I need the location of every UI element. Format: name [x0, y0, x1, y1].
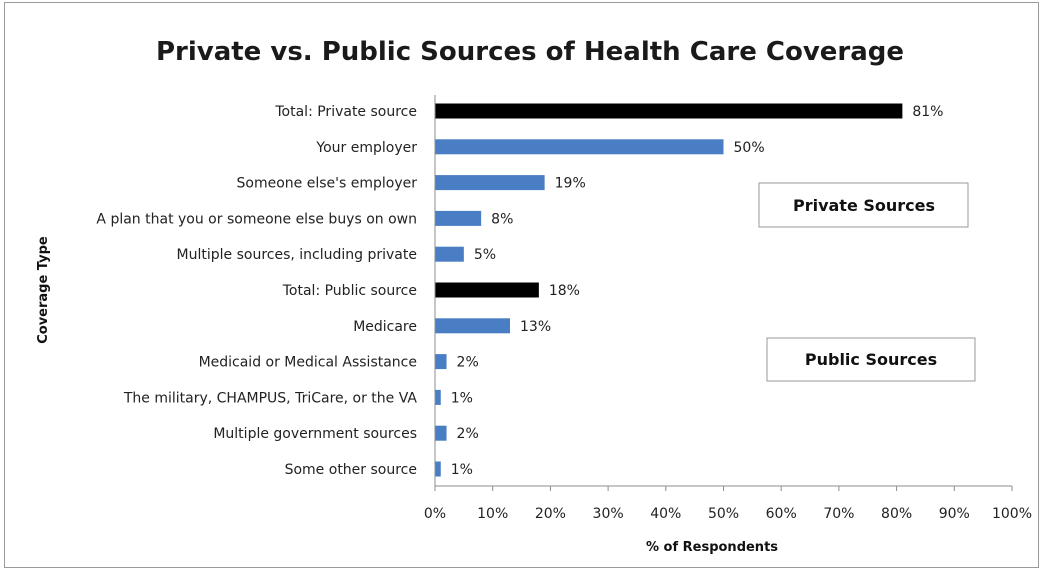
x-tick-label: 80% — [881, 506, 912, 522]
bar — [435, 283, 539, 298]
category-label: Someone else's employer — [237, 176, 418, 192]
data-label: 18% — [549, 283, 580, 299]
data-label: 81% — [912, 104, 943, 120]
x-tick-label: 100% — [992, 506, 1032, 522]
data-label: 13% — [520, 319, 551, 335]
bar — [435, 104, 902, 119]
bar — [435, 318, 510, 333]
category-label: The military, CHAMPUS, TriCare, or the V… — [123, 390, 418, 406]
x-tick-label: 10% — [477, 506, 508, 522]
category-label: Some other source — [285, 462, 417, 478]
bar — [435, 426, 447, 441]
x-tick-label: 0% — [424, 506, 446, 522]
x-tick-label: 70% — [823, 506, 854, 522]
x-tick-label: 20% — [535, 506, 566, 522]
data-label: 50% — [734, 140, 765, 156]
data-label: 2% — [457, 426, 479, 442]
bars — [435, 104, 902, 477]
x-axis-title: % of Respondents — [646, 540, 778, 555]
bar — [435, 247, 464, 262]
category-labels: Total: Private source Your employer Someon… — [96, 104, 417, 478]
bar — [435, 139, 724, 154]
category-label: Medicare — [353, 319, 417, 335]
bar — [435, 462, 441, 477]
data-label: 1% — [451, 390, 473, 406]
data-label: 5% — [474, 247, 496, 263]
category-label: Multiple government sources — [213, 426, 417, 442]
y-axis-title: Coverage Type — [36, 236, 51, 344]
category-label: Total: Private source — [274, 104, 417, 120]
public-sources-label: Public Sources — [805, 350, 937, 369]
bar — [435, 390, 441, 405]
x-tick-label: 30% — [593, 506, 624, 522]
private-sources-label: Private Sources — [793, 196, 935, 215]
data-label: 19% — [555, 176, 586, 192]
data-label: 1% — [451, 462, 473, 478]
bar — [435, 175, 545, 190]
x-tick-label: 60% — [766, 506, 797, 522]
category-label: Total: Public source — [282, 283, 417, 299]
category-label: A plan that you or someone else buys on … — [96, 211, 417, 227]
category-label: Medicaid or Medical Assistance — [199, 355, 417, 371]
bar — [435, 211, 481, 226]
data-label: 8% — [491, 211, 513, 227]
x-tick-label: 40% — [650, 506, 681, 522]
x-tick-label: 50% — [708, 506, 739, 522]
category-label: Your employer — [315, 140, 417, 156]
chart-title: Private vs. Public Sources of Health Car… — [156, 37, 904, 67]
bar — [435, 354, 447, 369]
data-label: 2% — [457, 355, 479, 371]
x-tick-labels: 0% 10% 20% 30% 40% 50% 60% 70% 80% 90% 100% — [424, 506, 1032, 522]
x-tick-label: 90% — [939, 506, 970, 522]
category-label: Multiple sources, including private — [177, 247, 417, 263]
